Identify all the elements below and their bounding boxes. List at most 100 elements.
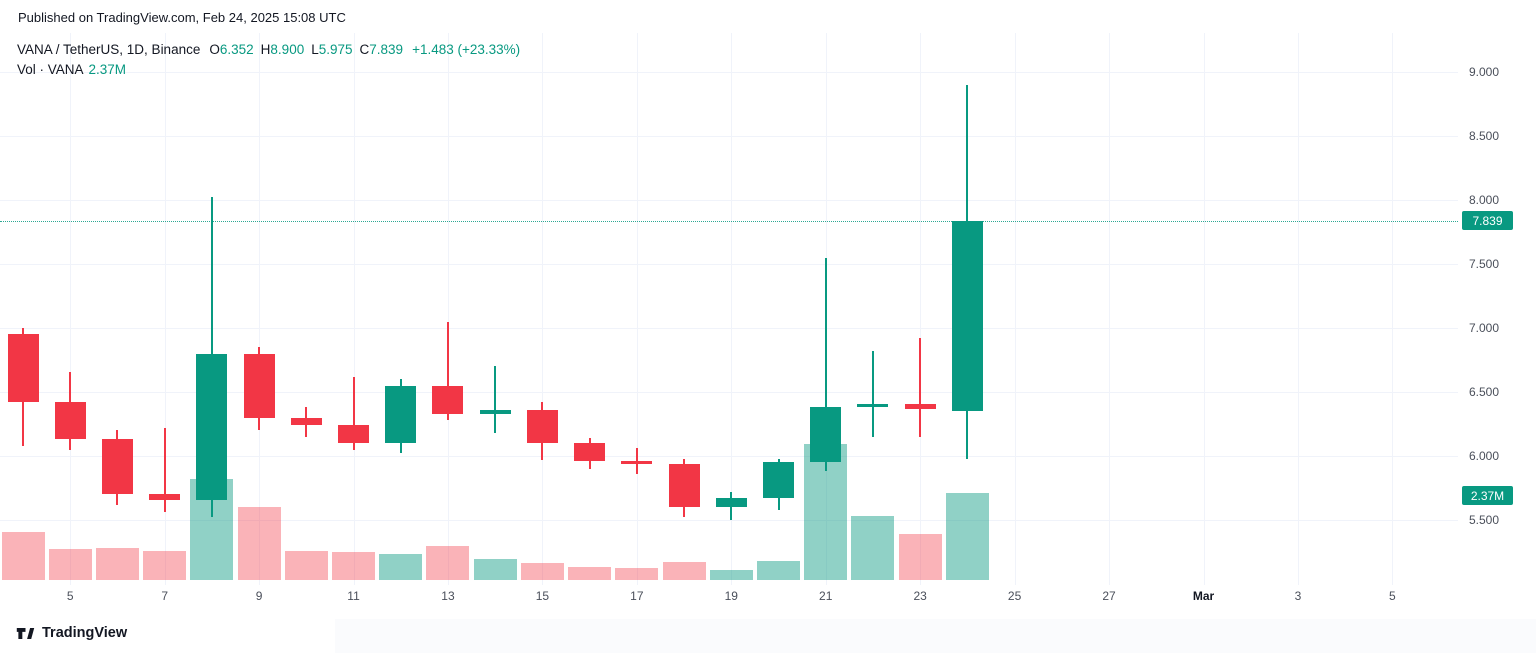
high-label: H <box>260 41 271 57</box>
price-axis-label: 6.000 <box>1469 449 1500 463</box>
volume-bar <box>851 515 895 580</box>
volume-bar <box>945 493 989 580</box>
candle-body <box>621 461 653 464</box>
candle-body <box>149 494 181 500</box>
candle-body <box>196 353 228 500</box>
price-axis-label: 7.500 <box>1469 257 1500 271</box>
volume-bar <box>284 550 328 580</box>
last-price-line <box>0 221 1458 222</box>
volume-bar <box>143 550 187 580</box>
time-axis-label: 19 <box>724 589 738 603</box>
candle-body <box>54 402 86 440</box>
time-axis-label: 21 <box>819 589 833 603</box>
price-gridline <box>0 520 1458 521</box>
candle-body <box>763 462 795 499</box>
time-axis-label: 27 <box>1102 589 1116 603</box>
time-gridline <box>542 33 544 585</box>
time-gridline <box>1392 33 1394 585</box>
price-gridline <box>0 328 1458 329</box>
volume-bar <box>237 506 281 580</box>
price-axis-label: 5.500 <box>1469 513 1500 527</box>
time-gridline <box>731 33 733 585</box>
time-axis-label: Mar <box>1192 589 1215 603</box>
time-gridline <box>447 33 449 585</box>
last-volume-badge: 2.37M <box>1462 486 1513 506</box>
price-gridline <box>0 264 1458 265</box>
candle-body <box>810 407 842 463</box>
time-axis-label: 23 <box>913 589 927 603</box>
volume-bar <box>332 552 376 580</box>
footer-brand-link[interactable]: TradingView <box>16 622 127 644</box>
candle-wick <box>163 427 166 513</box>
candle-body <box>243 353 275 418</box>
price-gridline <box>0 72 1458 73</box>
candle-body <box>479 409 511 414</box>
publish-attribution: Published on TradingView.com, Feb 24, 20… <box>18 10 346 25</box>
time-gridline <box>1297 33 1299 585</box>
time-gridline <box>353 33 355 585</box>
volume-bar <box>520 563 564 580</box>
time-gridline <box>1203 33 1205 585</box>
candle-body <box>574 443 606 462</box>
price-axis-label: 8.000 <box>1469 193 1500 207</box>
time-gridline <box>1014 33 1016 585</box>
legend-close: C7.839 <box>360 42 404 57</box>
time-axis-label: 7 <box>161 589 168 603</box>
time-gridline <box>1109 33 1111 585</box>
legend-open: O6.352 <box>209 42 253 57</box>
price-axis-label: 7.000 <box>1469 321 1500 335</box>
candle-body <box>432 385 464 414</box>
time-axis[interactable]: 5 7 9 11 13 15 17 19 21 23 25 27 Mar 3 5 <box>0 589 1536 611</box>
price-gridline <box>0 136 1458 137</box>
last-price-badge: 7.839 <box>1462 211 1513 231</box>
candle-body <box>715 498 747 508</box>
candle-body <box>290 417 322 426</box>
time-gridline <box>164 33 166 585</box>
time-axis-label: 15 <box>535 589 550 603</box>
open-label: O <box>209 41 220 57</box>
volume-bar <box>379 553 423 580</box>
volume-bar <box>709 569 753 580</box>
time-axis-label: 17 <box>630 589 644 603</box>
legend-low: L5.975 <box>311 42 352 57</box>
close-value: 7.839 <box>369 41 404 57</box>
footer-background <box>335 619 1536 653</box>
high-value: 8.900 <box>270 41 305 57</box>
candle-wick <box>919 338 922 437</box>
price-axis-label: 6.500 <box>1469 385 1500 399</box>
volume-bar <box>473 558 517 580</box>
candle-body <box>338 425 370 444</box>
candle-body <box>668 463 700 508</box>
candle-body <box>857 403 889 408</box>
price-axis-label: 9.000 <box>1469 65 1500 79</box>
time-axis-label: 5 <box>1389 589 1396 603</box>
candle-wick <box>352 376 355 450</box>
symbol-title[interactable]: VANA / TetherUS, 1D, Binance <box>17 41 201 57</box>
volume-bar <box>898 534 942 580</box>
low-value: 5.975 <box>318 41 353 57</box>
time-axis-label: 5 <box>66 589 74 603</box>
close-label: C <box>359 41 370 57</box>
volume-bar <box>95 547 139 580</box>
price-gridline <box>0 200 1458 201</box>
time-axis-label: 9 <box>255 589 263 603</box>
candle-body <box>385 385 417 444</box>
candle-body <box>101 439 133 495</box>
time-gridline <box>636 33 638 585</box>
time-gridline <box>920 33 922 585</box>
time-axis-label: 3 <box>1294 589 1302 603</box>
time-axis-label: 25 <box>1007 589 1022 603</box>
footer-brand-text: TradingView <box>42 625 128 641</box>
price-axis-label: 8.500 <box>1469 129 1500 143</box>
tradingview-logo-icon <box>16 627 35 639</box>
price-gridline <box>0 392 1458 393</box>
time-gridline <box>259 33 261 585</box>
open-value: 6.352 <box>219 41 254 57</box>
volume-bar <box>662 561 706 580</box>
change-value: +1.483 (+23.33%) <box>412 41 521 57</box>
candle-body <box>7 334 39 403</box>
legend-high: H8.900 <box>261 42 305 57</box>
